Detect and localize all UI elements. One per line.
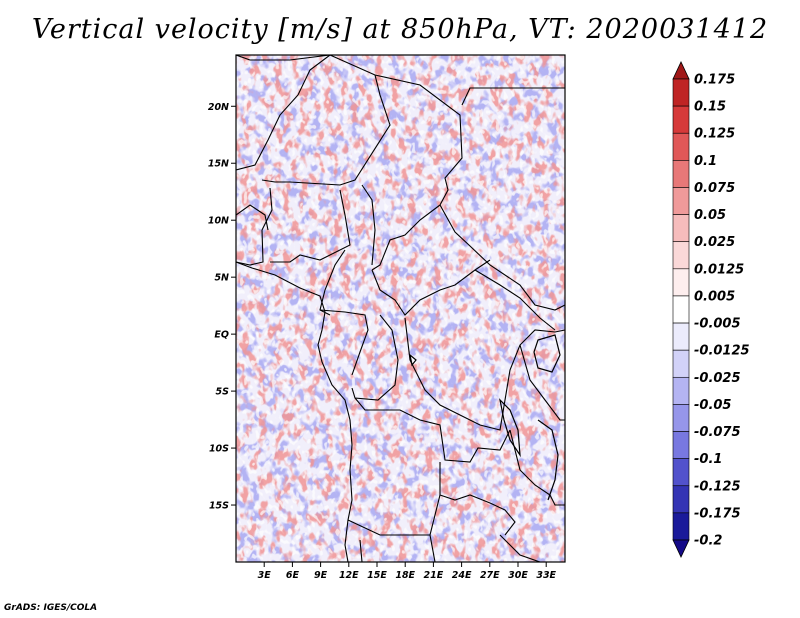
colorbar-label: -0.2: [694, 534, 722, 549]
colorbar-bin: [672, 132, 690, 161]
colorbar-label: -0.05: [694, 398, 731, 413]
colorbar-bin: [672, 322, 690, 351]
colorbar-label: 0.175: [694, 73, 735, 88]
colorbar-bin: [672, 404, 690, 432]
y-tick-label: EQ: [214, 330, 229, 341]
x-tick-label: 9E: [314, 570, 328, 581]
colorbar-label: 0.125: [694, 127, 735, 142]
colorbar-bin: [672, 512, 690, 541]
country-borders: [236, 55, 565, 562]
colorbar-label: 0.075: [694, 181, 735, 196]
y-tick-label: 10N: [208, 216, 229, 227]
x-tick-label: 33E: [536, 570, 556, 581]
colorbar-bin: [672, 187, 690, 215]
colorbar-label: -0.005: [694, 317, 741, 332]
y-axis: 20N 15N 10N 5N EQ 5S 10S 15S: [208, 102, 236, 512]
y-tick-label: 10S: [209, 444, 229, 455]
x-tick-label: 18E: [395, 570, 415, 581]
x-tick-label: 6E: [286, 570, 300, 581]
colorbar-label: -0.125: [694, 479, 741, 494]
x-tick-label: 24E: [452, 570, 472, 581]
y-tick-label: 5N: [214, 273, 229, 284]
colorbar-bin: [672, 431, 690, 459]
x-tick-label: 12E: [339, 570, 359, 581]
colorbar-bin: [672, 376, 690, 405]
colorbar-label: -0.0125: [694, 344, 750, 359]
chart-title: Vertical velocity [m/s] at 850hPa, VT: 2…: [31, 14, 769, 45]
x-tick-label: 3E: [258, 570, 272, 581]
colorbar-bin: [672, 214, 690, 243]
colorbar-label: 0.05: [694, 208, 726, 223]
y-tick-label: 15S: [209, 501, 229, 512]
colorbar-top-arrow: [672, 61, 690, 80]
colorbar-bin: [672, 485, 690, 514]
colorbar-label: -0.025: [694, 371, 741, 386]
x-tick-label: 15E: [367, 570, 387, 581]
grads-footer: GrADS: IGES/COLA: [4, 603, 98, 613]
colorbar-label: -0.075: [694, 425, 741, 440]
colorbar-label: 0.025: [694, 235, 735, 250]
colorbar-bin: [672, 241, 690, 270]
colorbar-bin: [672, 349, 690, 378]
colorbar-label: -0.175: [694, 506, 741, 521]
colorbar-label: 0.0125: [694, 262, 744, 277]
x-tick-label: 30E: [508, 570, 528, 581]
colorbar-bin: [672, 458, 690, 487]
colorbar-label: 0.15: [694, 100, 726, 115]
y-tick-label: 15N: [208, 159, 229, 170]
x-axis: 3E 6E 9E 12E 15E 18E 21E 24E 27E 30E 33E: [258, 562, 557, 581]
colorbar-label: 0.1: [694, 154, 717, 169]
colorbar-bottom-arrow: [672, 539, 690, 558]
y-tick-label: 20N: [208, 102, 229, 113]
lakes: [409, 334, 561, 501]
colorbar-label: 0.005: [694, 289, 735, 304]
colorbar-bin: [672, 295, 690, 324]
plot-frame: [235, 54, 566, 563]
colorbar-bin: [672, 105, 690, 134]
colorbar-bin: [672, 160, 690, 188]
colorbar-bin: [672, 78, 690, 107]
x-tick-label: 27E: [480, 570, 500, 581]
coastline: [236, 261, 353, 562]
colorbar-label: -0.1: [694, 452, 722, 467]
x-tick-label: 21E: [424, 570, 444, 581]
colorbar-bin: [672, 268, 690, 297]
colorbar: 0.175 0.15 0.125 0.1 0.075 0.05 0.025 0.0125 0.0…: [672, 61, 750, 558]
y-tick-label: 5S: [216, 387, 230, 398]
